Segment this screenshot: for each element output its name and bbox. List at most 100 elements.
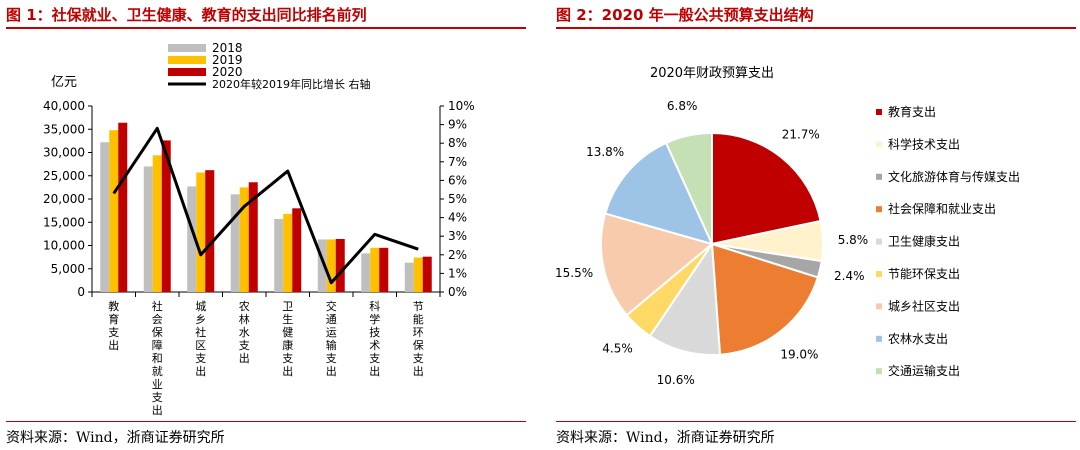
bar-2019: [109, 130, 119, 292]
legend-swatch: [876, 109, 882, 115]
bar-2018: [230, 194, 240, 292]
x-tick-label: 交通运输支出: [326, 299, 337, 378]
y-tick-label: 0: [77, 285, 85, 299]
left-chart-title: 图 1：社保就业、卫生健康、教育的支出同比排名前列: [6, 6, 367, 24]
legend-label: 2018: [212, 41, 243, 55]
bar-2018: [317, 239, 327, 292]
left-bottom-rule: [6, 421, 526, 422]
bar-2018: [143, 166, 153, 292]
right-title-rule: [556, 27, 1076, 29]
pie-slice: [600, 212, 715, 317]
right-source-note: 资料来源：Wind，浙商证券研究所: [556, 430, 775, 446]
x-tick-label: 社会保障和就业支出: [152, 299, 163, 417]
legend-label: 城乡社区支出: [888, 298, 960, 313]
x-tick-label: 农林水支出: [239, 299, 250, 365]
legend-swatch: [876, 206, 882, 213]
bar-chart: 0 5,000 10,000 15,000 20,000 25,000 30,000 35,0…: [43, 41, 475, 417]
pie-value-label: 15.5%: [555, 266, 593, 280]
bar-2018: [361, 253, 371, 292]
legend-label: 农林水支出: [888, 332, 948, 346]
pie-slice: [664, 131, 713, 245]
pie-value-label: 21.7%: [782, 127, 820, 141]
pie-value-label: 4.5%: [602, 342, 633, 356]
bar-2019: [326, 239, 336, 292]
legend-swatch: [876, 335, 882, 342]
legend-label: 2020: [212, 65, 243, 79]
legend-label: 2020年较2019年同比增长 右轴: [212, 77, 370, 91]
legend-swatch-2018: [168, 44, 206, 52]
bar-2020: [205, 170, 215, 292]
pie-value-label: 5.8%: [838, 233, 869, 247]
legend-label: 社会保障和就业支出: [888, 201, 996, 216]
legend-swatch: [876, 303, 882, 310]
pie-chart: 2020年财政预算支出 21.7% 5.8% 2.4% 19.0% 10.6% 4.5% 15…: [555, 66, 1020, 387]
bar-2018: [100, 142, 110, 292]
pie-value-label: 2.4%: [834, 269, 865, 283]
y2-tick-label: 10%: [448, 99, 475, 113]
left-title-rule: [6, 27, 526, 29]
legend-label: 科学技术支出: [888, 136, 960, 151]
pie-value-label: 13.8%: [586, 145, 624, 159]
bar-2019: [239, 187, 249, 292]
bar-2019: [413, 257, 423, 292]
bar-2020: [248, 182, 258, 292]
legend-swatch: [876, 173, 882, 180]
y2-tick-label: 0%: [448, 285, 467, 299]
legend-label: 节能环保支出: [888, 267, 960, 281]
y-axis-label: 亿元: [51, 75, 77, 90]
y2-tick-label: 1%: [448, 266, 467, 280]
bar-2020: [292, 208, 302, 292]
left-source-note: 资料来源：Wind，浙商证券研究所: [6, 430, 225, 446]
y2-tick-label: 4%: [448, 211, 467, 225]
bar-2019: [283, 213, 293, 292]
y-tick-label: 40,000: [43, 99, 85, 113]
x-tick-label: 科学技术支出: [369, 299, 380, 378]
y2-tick-label: 2%: [448, 248, 467, 262]
x-tick-label: 卫生健康支出: [282, 300, 293, 378]
legend-swatch-2020: [168, 68, 206, 76]
legend-swatch: [876, 271, 882, 277]
y-tick-label: 35,000: [43, 122, 85, 136]
line-growth-series: [112, 126, 419, 285]
legend-label: 2019: [212, 53, 243, 67]
pie-slice: [711, 131, 822, 246]
y2-tick-label: 6%: [448, 173, 467, 187]
right-bottom-rule: [556, 421, 1076, 422]
pie-value-label: 10.6%: [657, 373, 695, 387]
bar-2018: [187, 186, 197, 292]
legend-swatch: [876, 238, 882, 245]
y-tick-label: 10,000: [43, 239, 85, 253]
bar-2020: [422, 256, 432, 292]
right-chart-title: 图 2：2020 年一般公共预算支出结构: [556, 6, 814, 24]
y2-tick-label: 9%: [448, 118, 467, 132]
y-tick-label: 30,000: [43, 146, 85, 160]
bar-2019: [370, 247, 380, 292]
legend-label: 文化旅游体育与传媒支出: [888, 169, 1020, 184]
y2-tick-label: 5%: [448, 192, 467, 206]
pie-value-label: 19.0%: [780, 348, 818, 362]
y2-tick-label: 7%: [448, 155, 467, 169]
y-tick-label: 5,000: [51, 262, 85, 276]
pie-value-label: 6.8%: [667, 99, 698, 113]
bar-2020: [161, 140, 171, 292]
bar-2020: [379, 247, 389, 292]
legend-swatch-2019: [168, 56, 206, 64]
bar-2019: [152, 155, 162, 292]
bar-2018: [404, 262, 414, 292]
pie-slice: [604, 141, 714, 246]
x-tick-label: 节能环保支出: [413, 300, 424, 378]
y-tick-label: 15,000: [43, 215, 85, 229]
bar-2019: [196, 172, 206, 292]
x-tick-label: 城乡社区支出: [195, 300, 206, 378]
pie-slice: [648, 241, 722, 356]
legend-label: 教育支出: [888, 104, 936, 119]
bar-2020: [118, 122, 128, 293]
legend-swatch: [876, 141, 882, 148]
legend-label: 交通运输支出: [888, 363, 960, 378]
legend-swatch: [876, 368, 882, 375]
y2-tick-label: 8%: [448, 136, 467, 150]
y2-tick-label: 3%: [448, 229, 467, 243]
pie-slice: [710, 242, 820, 356]
y-tick-label: 20,000: [43, 192, 85, 206]
x-tick-label: 教育支出: [108, 300, 119, 352]
